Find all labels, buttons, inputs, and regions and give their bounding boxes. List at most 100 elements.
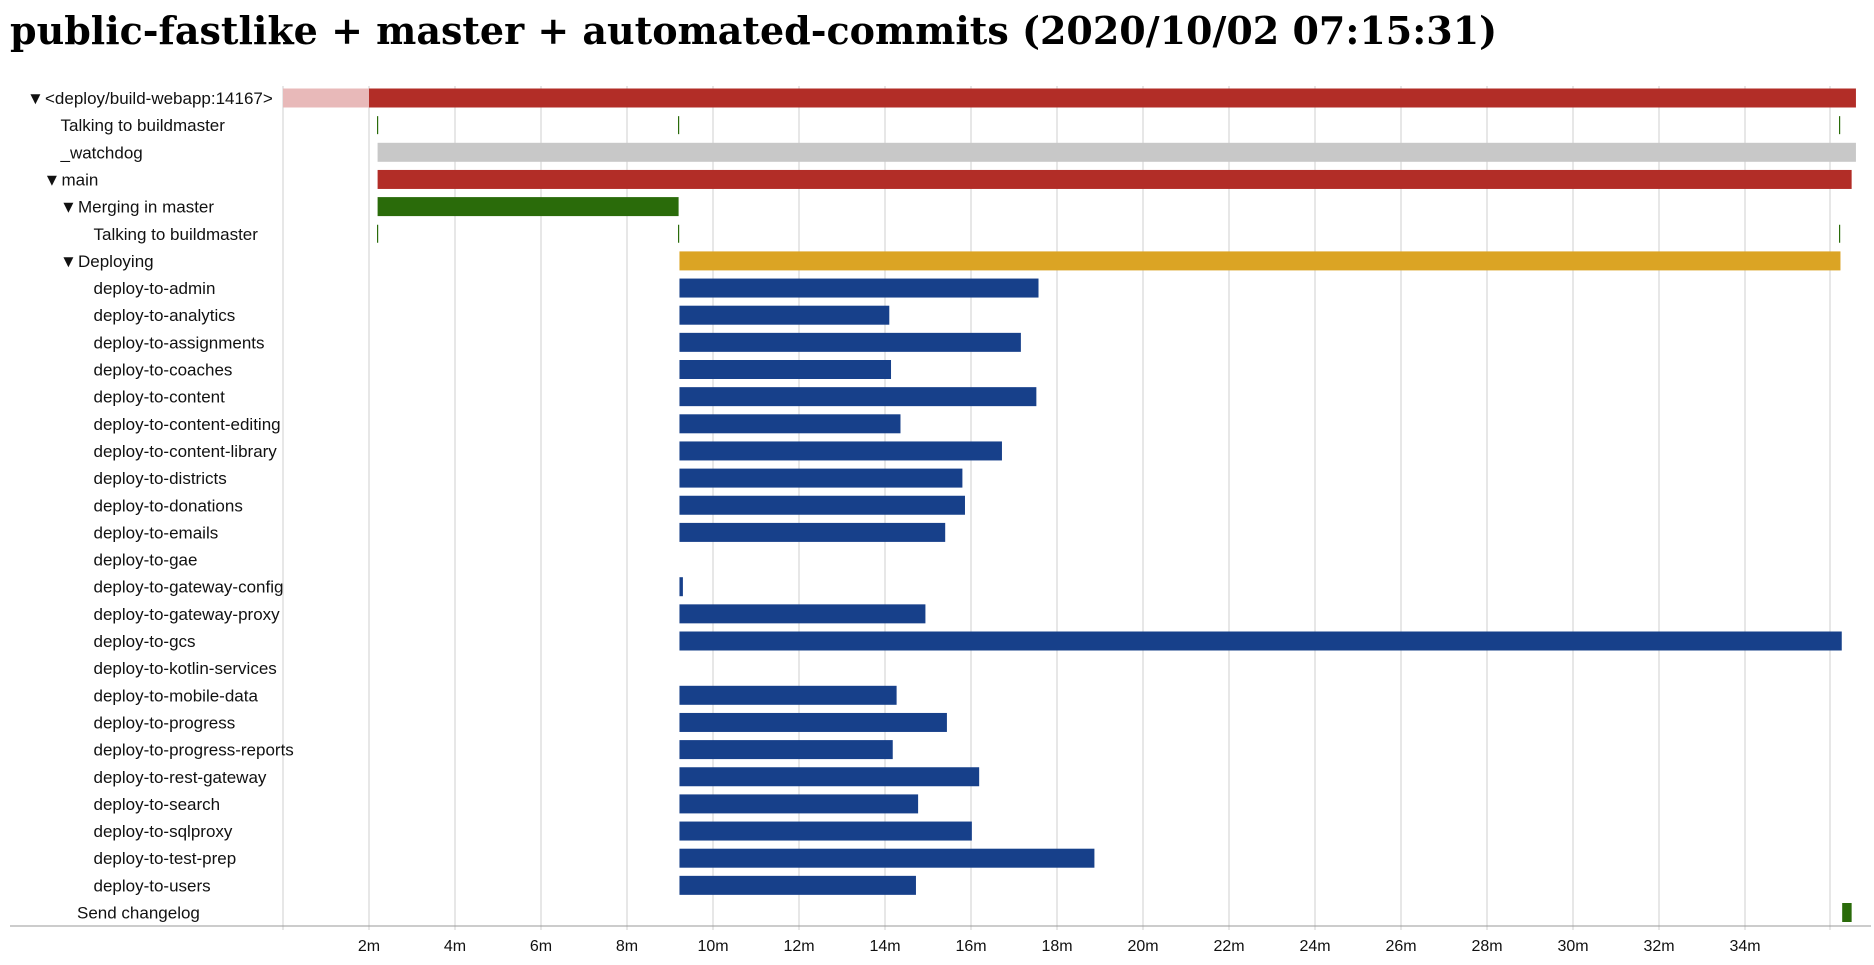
x-tick-label: 22m — [1213, 938, 1244, 955]
gantt-bar — [377, 169, 1852, 189]
x-tick-label: 16m — [955, 938, 986, 955]
row-label[interactable]: ▼ <deploy/build-webapp:14167> — [27, 89, 273, 108]
gantt-bar — [679, 604, 926, 624]
row-label: deploy-to-test-prep — [94, 849, 237, 868]
gantt-bar — [679, 251, 1841, 271]
gantt-bar — [679, 332, 1021, 352]
gantt-bar — [679, 821, 972, 841]
gantt-bar — [679, 767, 980, 787]
row-label[interactable]: ▼ Merging in master — [60, 198, 214, 217]
row-label-text: deploy-to-emails — [94, 523, 219, 542]
x-tick-label: 26m — [1385, 938, 1416, 955]
row-label: deploy-to-search — [94, 795, 221, 814]
gantt-bar — [679, 441, 1002, 461]
row-label-text: deploy-to-content-editing — [94, 415, 281, 434]
row-label: deploy-to-gae — [94, 551, 198, 570]
gantt-bar — [679, 495, 965, 515]
x-tick-label: 10m — [697, 938, 728, 955]
gantt-bar — [369, 88, 1856, 108]
bars — [283, 88, 1856, 922]
row-label: _watchdog — [60, 143, 143, 162]
row-label: deploy-to-assignments — [94, 333, 265, 352]
row-label: Send changelog — [77, 904, 200, 923]
row-label-text: deploy-to-districts — [94, 469, 227, 488]
row-label-text: deploy-to-content-library — [94, 442, 278, 461]
row-label: deploy-to-content — [94, 388, 226, 407]
row-label-text: deploy-to-progress — [94, 713, 236, 732]
row-label: deploy-to-content-editing — [94, 415, 281, 434]
page-title: public-fastlike + master + automated-com… — [10, 8, 1498, 53]
row-label: deploy-to-content-library — [94, 442, 278, 461]
x-tick-label: 32m — [1643, 938, 1674, 955]
row-label-text: deploy-to-analytics — [94, 306, 236, 325]
gantt-bar — [679, 414, 901, 434]
x-tick-label: 6m — [530, 938, 552, 955]
row-label: deploy-to-districts — [94, 469, 227, 488]
row-label: Talking to buildmaster — [61, 116, 226, 135]
row-label: deploy-to-sqlproxy — [94, 822, 233, 841]
row-label: deploy-to-kotlin-services — [94, 659, 277, 678]
gantt-bar — [283, 88, 369, 108]
row-label-text: deploy-to-progress-reports — [94, 741, 294, 760]
row-label: Talking to buildmaster — [94, 225, 259, 244]
row-label-text: deploy-to-gateway-config — [94, 578, 284, 597]
row-label-text: deploy-to-gcs — [94, 632, 196, 651]
row-label: deploy-to-gateway-config — [94, 578, 284, 597]
row-label: deploy-to-emails — [94, 523, 219, 542]
row-label[interactable]: ▼ Deploying — [60, 252, 154, 271]
row-label-text: deploy-to-sqlproxy — [94, 822, 233, 841]
gantt-bar — [679, 848, 1095, 868]
collapse-toggle-icon[interactable]: ▼ — [60, 198, 77, 217]
gantt-bar — [679, 522, 946, 542]
row-label: deploy-to-donations — [94, 496, 243, 515]
gantt-bar — [679, 468, 963, 488]
gantt-bar — [679, 875, 916, 895]
row-label: deploy-to-rest-gateway — [94, 768, 267, 787]
row-label: deploy-to-progress-reports — [94, 741, 294, 760]
row-label: deploy-to-gateway-proxy — [94, 605, 281, 624]
x-tick-label: 28m — [1471, 938, 1502, 955]
row-label-text: deploy-to-mobile-data — [94, 686, 259, 705]
row-label-text: deploy-to-search — [94, 795, 221, 814]
x-tick-label: 24m — [1299, 938, 1330, 955]
gantt-bar — [679, 577, 683, 597]
row-labels: ▼ <deploy/build-webapp:14167> Talking to b… — [27, 89, 294, 923]
gantt-bar — [679, 631, 1842, 651]
gantt-bar — [679, 740, 893, 760]
gantt-bar — [679, 712, 947, 732]
row-label[interactable]: ▼ main — [44, 170, 99, 189]
x-tick-label: 34m — [1729, 938, 1760, 955]
gantt-bar — [679, 685, 897, 705]
gantt-bar — [377, 142, 1856, 162]
row-label-text: deploy-to-gateway-proxy — [94, 605, 281, 624]
gantt-bar — [1842, 903, 1852, 922]
row-label-text: _watchdog — [60, 143, 143, 162]
row-label-text: deploy-to-kotlin-services — [94, 659, 277, 678]
grid-lines — [282, 86, 1831, 930]
row-label-text: deploy-to-admin — [94, 279, 216, 298]
gantt-bar — [377, 197, 679, 217]
collapse-toggle-icon[interactable]: ▼ — [44, 170, 61, 189]
row-label: deploy-to-admin — [94, 279, 216, 298]
x-tick-label: 4m — [444, 938, 466, 955]
gantt-bar — [679, 794, 919, 814]
row-label-text: deploy-to-test-prep — [94, 849, 237, 868]
row-label: deploy-to-analytics — [94, 306, 236, 325]
row-label-text: deploy-to-gae — [94, 551, 198, 570]
row-label-text: deploy-to-donations — [94, 496, 243, 515]
row-label-text: deploy-to-content — [94, 388, 226, 407]
row-label-text: Talking to buildmaster — [94, 225, 259, 244]
collapse-toggle-icon[interactable]: ▼ — [60, 252, 77, 271]
row-label-text: deploy-to-assignments — [94, 333, 265, 352]
row-label-text: deploy-to-users — [94, 876, 211, 895]
row-label-text: main — [62, 170, 99, 189]
x-tick-label: 18m — [1041, 938, 1072, 955]
gantt-bar — [679, 360, 892, 379]
row-label-text: deploy-to-rest-gateway — [94, 768, 267, 787]
x-axis: 2m 4m 6m 8m 10m 12m 14m 16m 18m 20m 22m 24m 26m 28m 30… — [10, 925, 1871, 955]
collapse-toggle-icon[interactable]: ▼ — [27, 89, 44, 108]
x-tick-label: 14m — [869, 938, 900, 955]
x-tick-label: 30m — [1557, 938, 1588, 955]
row-label-text: Deploying — [78, 252, 154, 271]
x-tick-label: 20m — [1127, 938, 1158, 955]
